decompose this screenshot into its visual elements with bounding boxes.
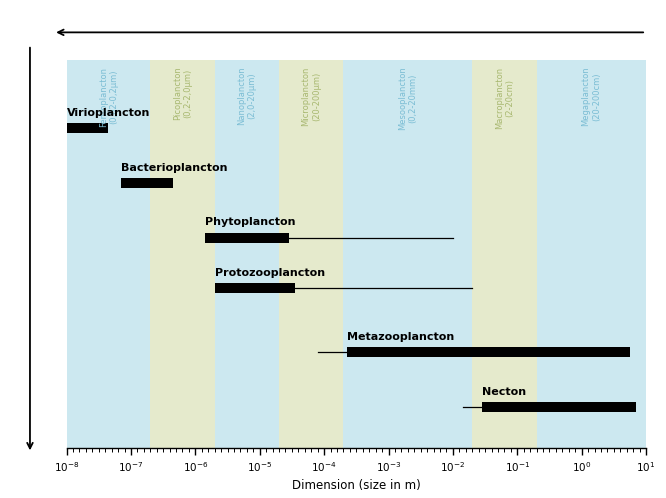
Text: Nanoplancton
(2,0-20μm): Nanoplancton (2,0-20μm) xyxy=(237,67,256,125)
Text: Phytoplancton: Phytoplancton xyxy=(205,218,296,228)
Bar xyxy=(67,124,109,133)
Text: Fentoplancton
(0,02-0,2μm): Fentoplancton (0,02-0,2μm) xyxy=(99,67,118,126)
Text: Metazooplancton: Metazooplancton xyxy=(347,332,454,342)
Bar xyxy=(472,60,537,448)
Text: Mesooplancton
(0,2-20mm): Mesooplancton (0,2-20mm) xyxy=(398,67,418,130)
Bar xyxy=(67,60,151,448)
Text: Picoplancton
(0,2-2,0μm): Picoplancton (0,2-2,0μm) xyxy=(172,67,192,121)
Bar xyxy=(121,178,173,188)
Text: Microplancton
(20-200μm): Microplancton (20-200μm) xyxy=(302,67,321,126)
Text: Bacterioplancton: Bacterioplancton xyxy=(121,163,228,173)
Text: Protozooplancton: Protozooplancton xyxy=(214,268,325,278)
Bar xyxy=(347,347,630,357)
Bar xyxy=(279,60,344,448)
X-axis label: Dimension (size in m): Dimension (size in m) xyxy=(292,480,421,493)
Text: Megaplancton
(20-200cm): Megaplancton (20-200cm) xyxy=(581,67,601,126)
Text: Virioplancton: Virioplancton xyxy=(67,108,150,118)
Bar xyxy=(151,60,214,448)
Bar xyxy=(482,402,636,412)
Bar xyxy=(344,60,472,448)
Bar xyxy=(537,60,646,448)
Text: Necton: Necton xyxy=(482,386,526,396)
Bar xyxy=(214,60,279,448)
Bar xyxy=(205,233,289,243)
Text: Macroplancton
(2-20cm): Macroplancton (2-20cm) xyxy=(495,67,514,129)
Bar xyxy=(214,283,295,293)
